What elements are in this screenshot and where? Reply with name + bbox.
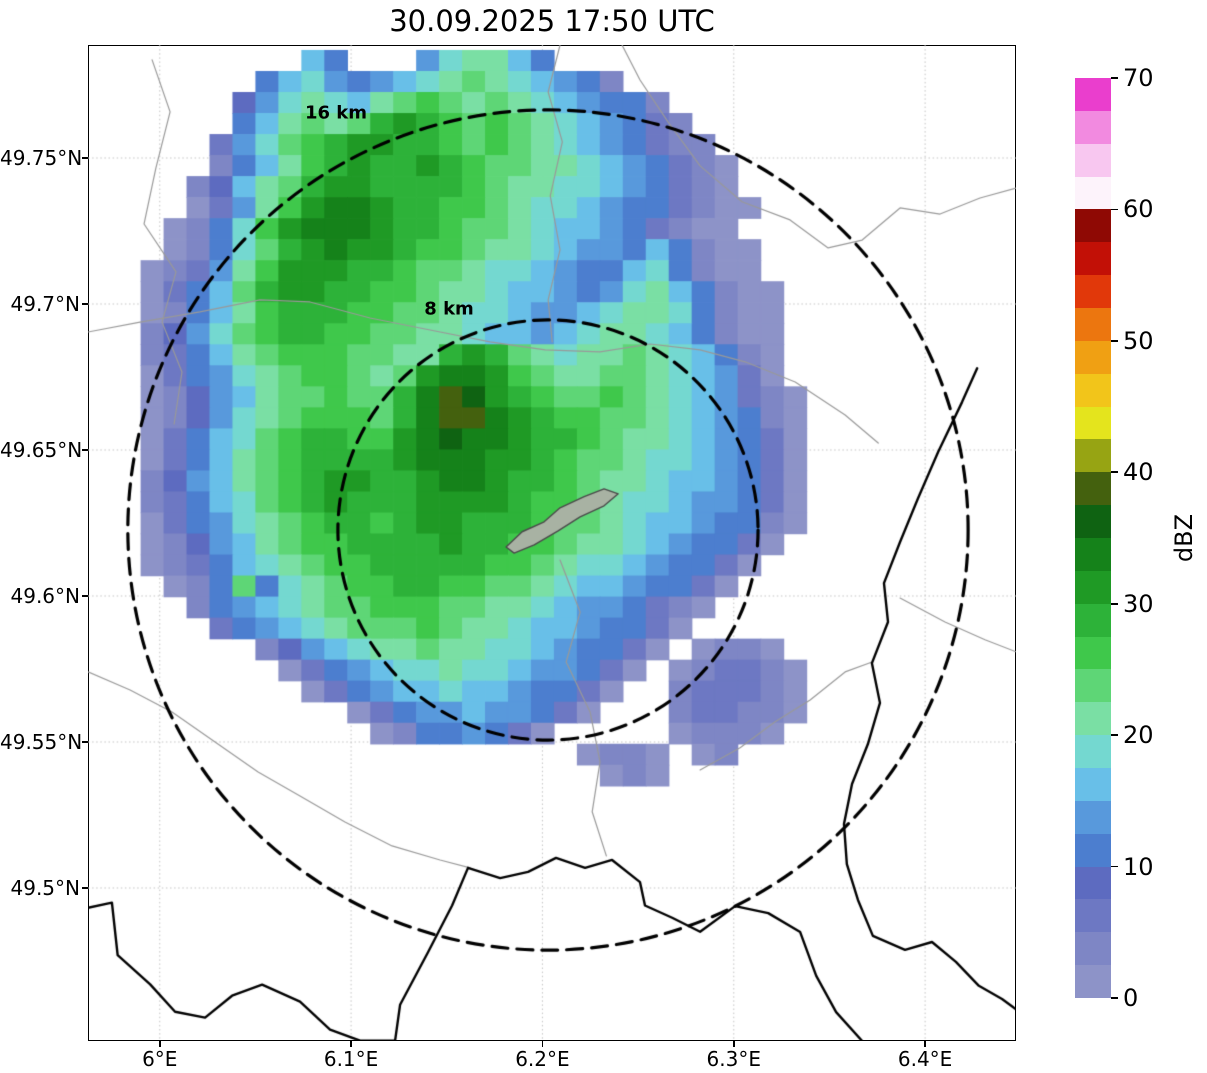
y-tick-mark [82,449,88,451]
colorbar-band [1075,109,1111,144]
colorbar [1075,78,1111,998]
x-tick-mark [350,1041,352,1047]
y-tick-label: 49.55°N [0,729,83,754]
x-tick-mark [733,1041,735,1047]
colorbar-band [1075,700,1111,736]
colorbar-tick-label: 10 [1123,852,1154,881]
y-tick-label: 49.65°N [0,437,83,462]
y-tick-mark [82,887,88,889]
colorbar-tick-label: 60 [1123,195,1154,224]
colorbar-band [1075,635,1111,670]
x-tick-label: 6.2°E [515,1047,570,1071]
colorbar-tick-mark [1111,997,1118,999]
colorbar-band [1075,438,1111,473]
colorbar-tick-mark [1111,77,1118,79]
y-tick-label: 49.5°N [10,875,81,900]
colorbar-tick-label: 50 [1123,326,1154,355]
colorbar-tick-label: 70 [1123,64,1154,92]
colorbar-band [1075,240,1111,276]
colorbar-band [1075,668,1111,703]
x-tick-label: 6.3°E [706,1047,761,1071]
colorbar-band [1075,602,1111,637]
colorbar-band [1075,766,1111,801]
colorbar-tick-mark [1111,208,1118,211]
colorbar-band [1075,339,1111,374]
colorbar-tick-mark [1111,340,1118,342]
colorbar-tick-mark [1111,471,1118,474]
y-tick-mark [82,157,88,159]
colorbar-tick-label: 30 [1123,589,1154,618]
colorbar-band [1075,208,1111,243]
colorbar-band [1075,306,1111,341]
colorbar-band [1075,569,1111,604]
colorbar-band [1075,799,1111,834]
x-tick-label: 6.1°E [323,1047,379,1071]
colorbar-tick-mark [1111,734,1118,736]
radar-map-canvas [88,45,1016,1041]
colorbar-band [1075,536,1111,571]
y-tick-label: 49.7°N [10,292,81,316]
colorbar-band [1075,930,1111,966]
colorbar-band [1075,963,1111,998]
colorbar-tick-label: 40 [1123,458,1154,487]
colorbar-band [1075,142,1111,177]
colorbar-tick-label: 0 [1123,984,1139,1012]
y-tick-mark [82,741,88,743]
y-tick-mark [82,595,88,597]
map-plot-area [88,45,1016,1041]
colorbar-band [1075,372,1111,407]
figure-title: 30.09.2025 17:50 UTC [389,4,715,38]
colorbar-tick-mark [1111,602,1118,605]
colorbar-tick-mark [1111,865,1118,868]
colorbar-band [1075,503,1111,538]
x-tick-mark [159,1041,161,1047]
colorbar-band [1075,78,1111,111]
y-tick-mark [82,303,88,305]
y-tick-label: 49.6°N [10,583,81,608]
colorbar-band [1075,832,1111,867]
x-tick-mark [924,1041,926,1047]
colorbar-band [1075,733,1111,768]
colorbar-band [1075,405,1111,440]
range-ring-label-16km: 16 km [304,102,367,124]
colorbar-axis-label: dBZ [1170,513,1198,563]
x-tick-label: 6°E [142,1047,178,1071]
y-tick-label: 49.75°N [0,146,83,170]
x-tick-mark [541,1041,544,1047]
x-tick-label: 6.4°E [897,1047,953,1071]
colorbar-band [1075,865,1111,900]
colorbar-band [1075,175,1111,210]
colorbar-band [1075,470,1111,506]
colorbar-band [1075,273,1111,308]
colorbar-band [1075,898,1111,933]
colorbar-tick-label: 20 [1123,721,1154,750]
range-ring-label-8km: 8 km [424,298,474,320]
